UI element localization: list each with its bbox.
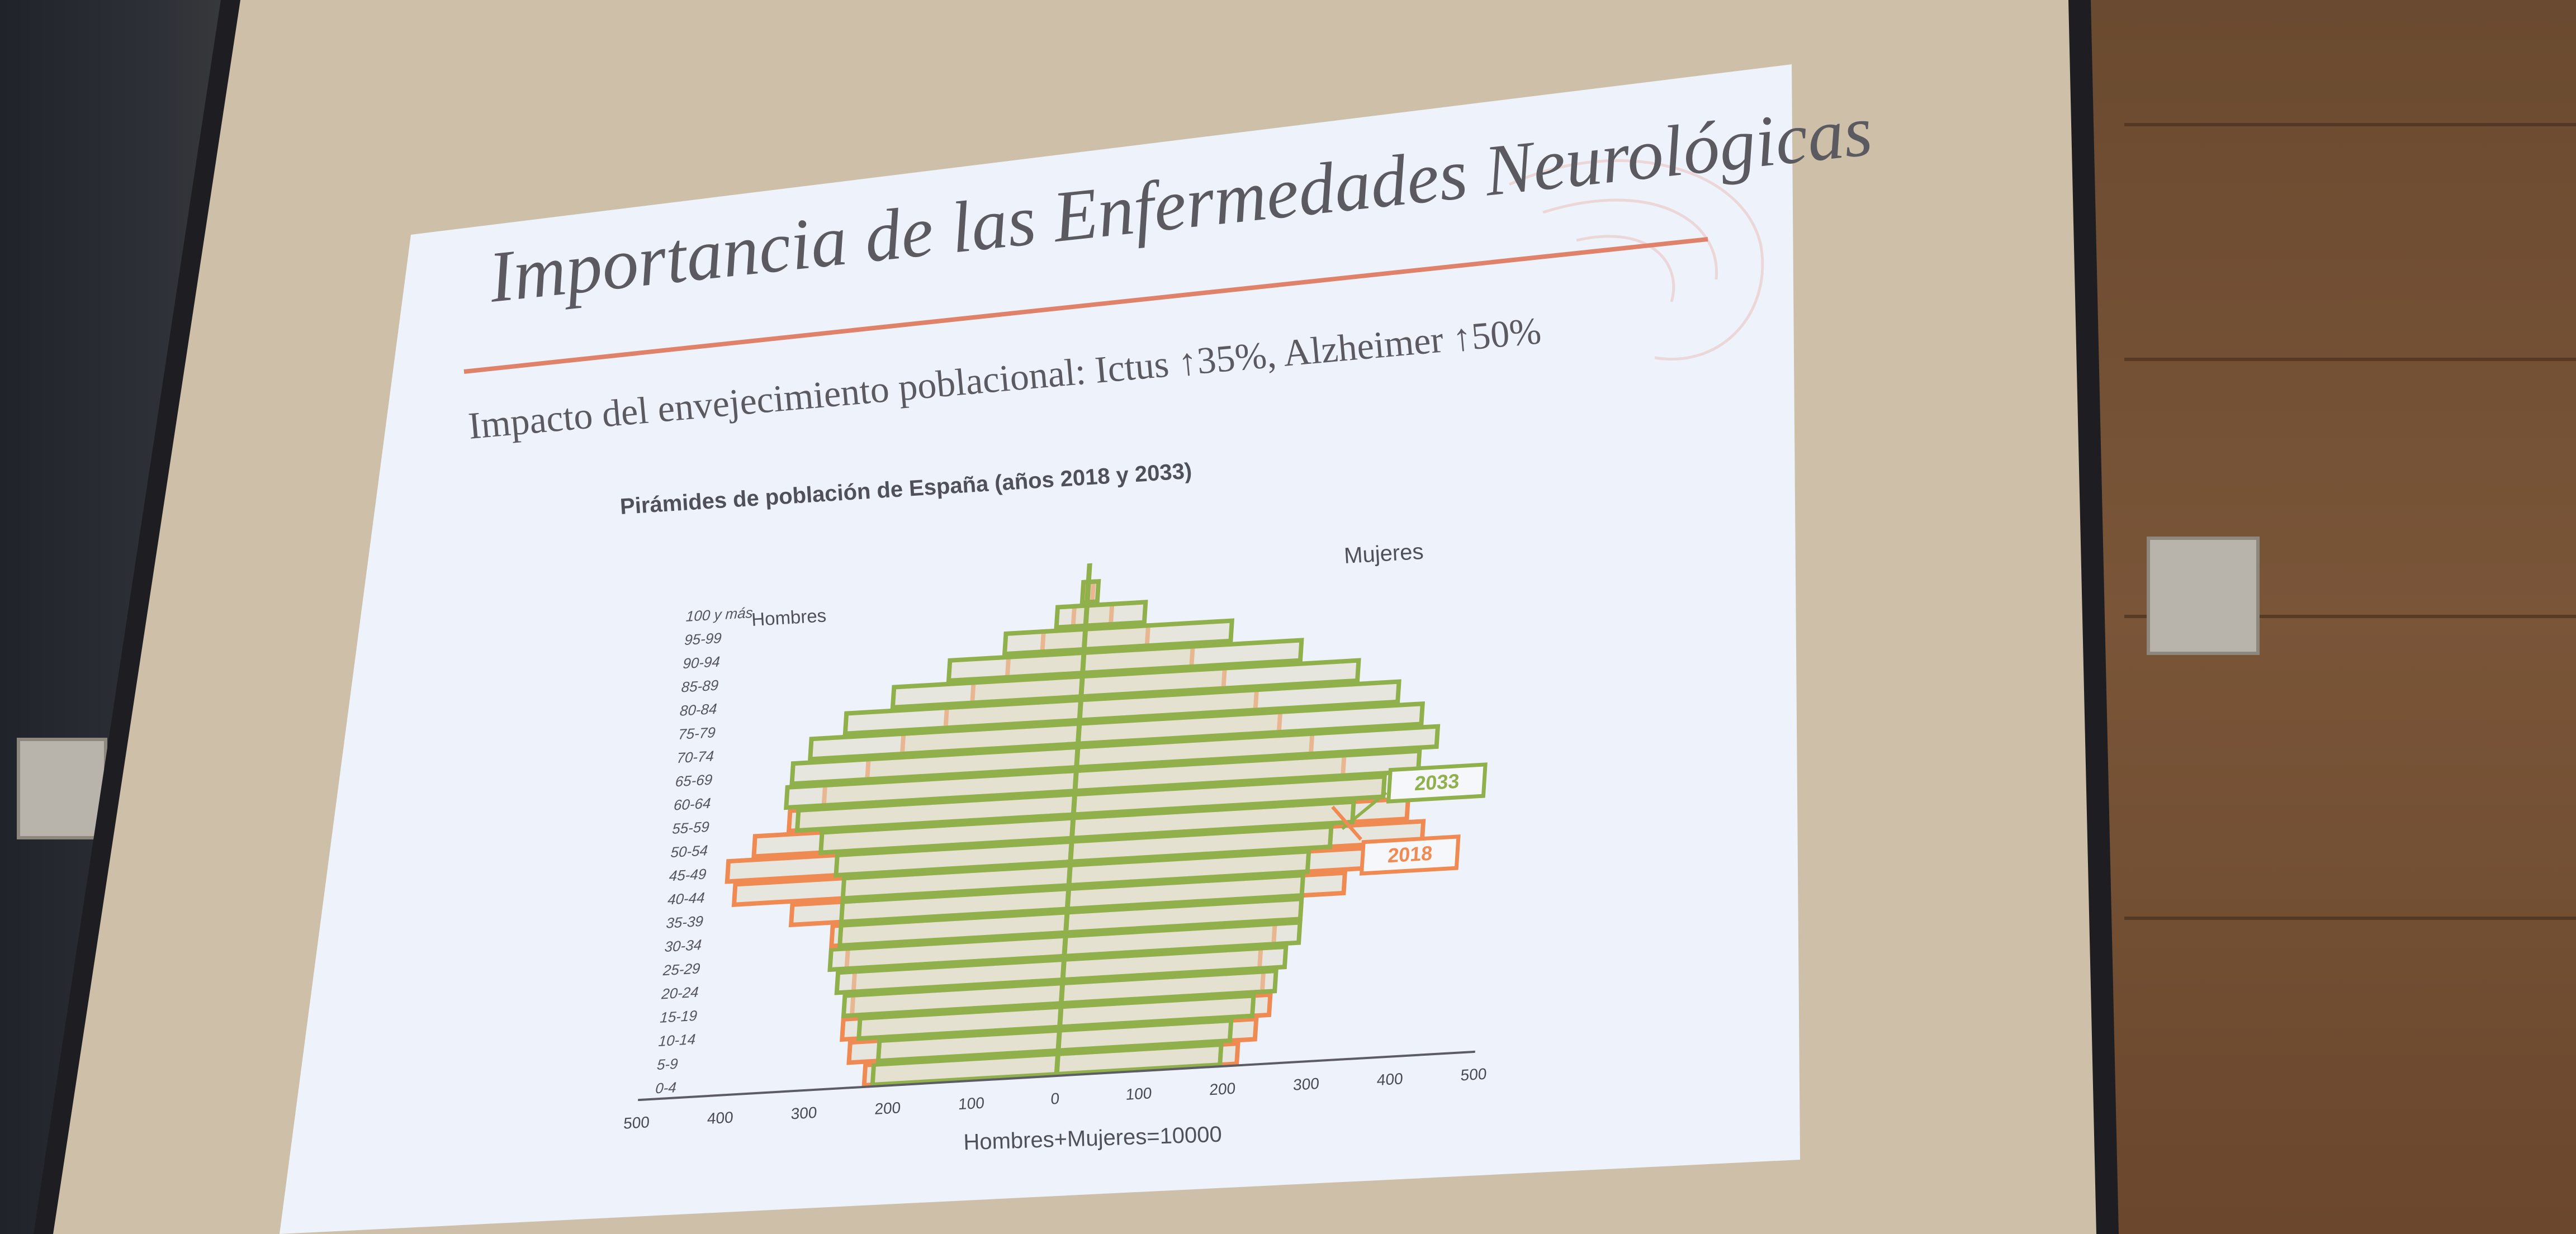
y-tick-label: 85-89 [681,677,719,696]
y-tick-label: 0-4 [655,1079,676,1097]
slide-decoration-flourish [1508,159,1764,360]
x-axis-baseline [638,1050,1475,1102]
y-tick-label: 80-84 [679,700,717,719]
y-tick-label: 75-79 [678,724,716,743]
y-tick-label: 100 y más [685,604,754,625]
female-label: Mujeres [1343,539,1424,568]
title-underline [463,237,1708,374]
x-tick-label: 100 [1125,1084,1153,1103]
callout-label-2018: 2018 [1387,842,1433,867]
wall-switch-plate [2147,537,2260,655]
y-tick-label: 45-49 [669,865,707,884]
y-tick-label: 5-9 [656,1055,678,1073]
callout-arrow-2033 [1341,791,1388,830]
wall-outlet-plate [17,738,107,839]
y-tick-label: 95-99 [684,629,722,648]
y-tick-label: 40-44 [667,889,705,908]
x-tick-label: 500 [1460,1065,1488,1084]
x-tick-label: 300 [790,1104,818,1123]
chart-title: Pirámides de población de España (años 2… [619,459,1193,519]
pyramid-plot-area: 0-4 5-9 10-14 15-19 20-24 25-29 30-34 35-39 40-4… [623,563,1488,1132]
wood-plank-seam [2124,615,2576,618]
y-tick-label: 15-19 [660,1007,698,1026]
y-tick-label: 10-14 [658,1031,696,1050]
callout-box-2018 [1359,834,1461,876]
bar-mujeres-2033 [1083,600,1148,628]
callout-arrow-2018 [1331,805,1362,841]
wood-plank-seam [2124,123,2576,126]
callout-label-2033: 2033 [1414,770,1460,795]
y-tick-label: 35-39 [666,913,704,932]
y-tick-label: 90-94 [683,653,721,672]
male-label: Hombres [751,605,827,630]
population-pyramid-chart: Pirámides de población de España (años 2… [619,459,1488,1155]
y-tick-label: 65-69 [675,771,713,790]
slide-title: Importancia de las Enfermedades Neurológ… [485,90,1876,318]
bar-hombres-2033 [1054,603,1090,630]
x-tick-label: 200 [874,1099,902,1118]
x-axis-label: Hombres+Mujeres=10000 [963,1122,1223,1155]
wood-plank-seam [2124,358,2576,361]
y-tick-label: 70-74 [676,747,714,766]
y-tick-label: 60-64 [673,795,711,814]
y-tick-label: 50-54 [670,842,708,861]
x-tick-label: 100 [958,1094,985,1113]
y-tick-label: 30-34 [664,936,702,955]
x-tick-label: 500 [623,1113,650,1132]
wood-plank-seam [2124,917,2576,920]
y-tick-label: 55-59 [671,818,709,837]
x-tick-label: 200 [1209,1080,1237,1099]
slide-subtitle: Impacto del envejecimiento poblacional: … [467,309,1543,447]
center-axis-line [1054,563,1092,1076]
x-tick-label: 0 [1050,1090,1060,1108]
y-tick-label: 20-24 [660,984,699,1003]
x-tick-label: 400 [707,1108,734,1127]
x-tick-label: 400 [1376,1070,1404,1089]
bar-hombres-2033 [1002,627,1088,657]
x-tick-label: 300 [1292,1075,1320,1094]
y-tick-label: 25-29 [662,960,700,979]
callout-box-2033 [1386,762,1488,804]
